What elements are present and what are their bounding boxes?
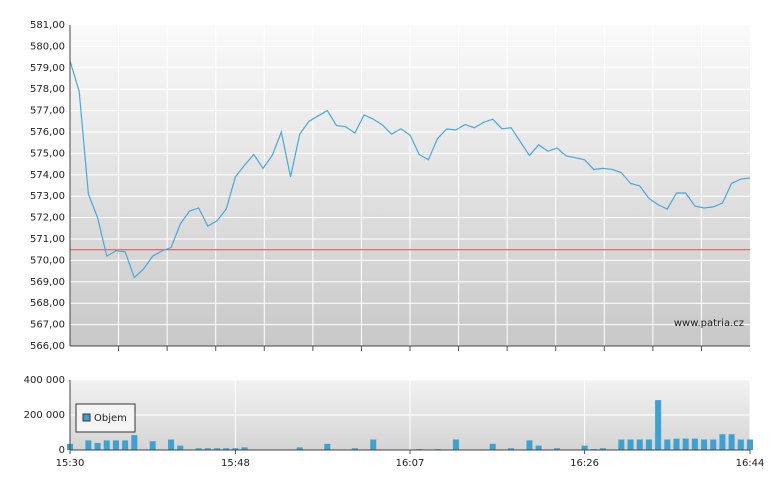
y-tick-label: 580,00 — [30, 41, 65, 52]
volume-bar — [103, 440, 110, 450]
volume-bar — [710, 439, 717, 450]
y-tick-label: 574,00 — [30, 170, 65, 181]
volume-bar — [691, 438, 698, 450]
x-tick-label: 16:44 — [736, 458, 765, 469]
volume-bar — [452, 439, 459, 450]
volume-bar — [618, 439, 625, 450]
y-tick-label: 575,00 — [30, 148, 65, 159]
y-tick-label: 579,00 — [30, 63, 65, 74]
y-tick-label: 566,00 — [30, 341, 65, 352]
x-tick-label: 16:26 — [570, 458, 599, 469]
volume-bar — [324, 443, 331, 450]
watermark: www.patria.cz — [674, 318, 744, 329]
volume-bar — [664, 439, 671, 450]
volume-bar — [204, 448, 211, 450]
volume-bar — [728, 434, 735, 450]
volume-bar — [351, 448, 358, 450]
y-tick-label: 576,00 — [30, 127, 65, 138]
legend-swatch — [82, 413, 91, 422]
volume-bar — [168, 439, 175, 450]
volume-bar — [232, 448, 239, 450]
y-tick-label: 578,00 — [30, 84, 65, 95]
volume-bar — [370, 439, 377, 450]
volume-bar — [645, 439, 652, 450]
volume-bar — [508, 448, 515, 450]
y-tick-label: 577,00 — [30, 106, 65, 117]
volume-bar — [719, 434, 726, 450]
volume-bar — [535, 445, 542, 450]
x-tick-label: 15:48 — [221, 458, 250, 469]
volume-bar — [177, 445, 184, 450]
y-tick-label: 570,00 — [30, 255, 65, 266]
volume-bar — [682, 438, 689, 450]
volume-bar — [627, 439, 634, 450]
volume-bar — [655, 400, 662, 450]
volume-bar — [489, 443, 496, 450]
price-line — [69, 60, 751, 279]
volume-bar — [599, 448, 606, 450]
y-tick-label: 571,00 — [30, 234, 65, 245]
volume-bar — [131, 435, 138, 450]
x-tick-label: 15:30 — [56, 458, 85, 469]
volume-bar — [673, 438, 680, 450]
volume-bar — [554, 448, 561, 450]
volume-bar — [112, 440, 119, 450]
volume-bar — [241, 447, 248, 450]
volume-bar — [214, 448, 221, 450]
volume-bar — [296, 447, 303, 450]
legend-label: Objem — [94, 413, 127, 424]
y-tick-label: 569,00 — [30, 277, 65, 288]
volume-bar — [85, 440, 92, 450]
volume-bar — [195, 448, 202, 450]
volume-bar — [747, 439, 753, 450]
volume-bar — [149, 441, 156, 450]
y-tick-label: 567,00 — [30, 320, 65, 331]
y-tick-label: 568,00 — [30, 298, 65, 309]
volume-bar — [581, 445, 588, 450]
volume-bar — [737, 439, 744, 450]
legend: Objem — [75, 403, 136, 433]
volume-bar — [94, 443, 101, 450]
y-tick-label: 0 — [59, 445, 65, 456]
volume-bar — [526, 440, 533, 450]
volume-bar — [223, 448, 230, 450]
volume-bar — [122, 440, 129, 450]
y-tick-label: 200 000 — [24, 410, 65, 421]
volume-bar — [636, 439, 643, 450]
y-tick-label: 573,00 — [30, 191, 65, 202]
y-tick-label: 581,00 — [30, 20, 65, 31]
y-tick-label: 572,00 — [30, 213, 65, 224]
x-tick-label: 16:07 — [396, 458, 425, 469]
volume-bar — [701, 439, 708, 450]
y-tick-label: 400 000 — [24, 375, 65, 386]
